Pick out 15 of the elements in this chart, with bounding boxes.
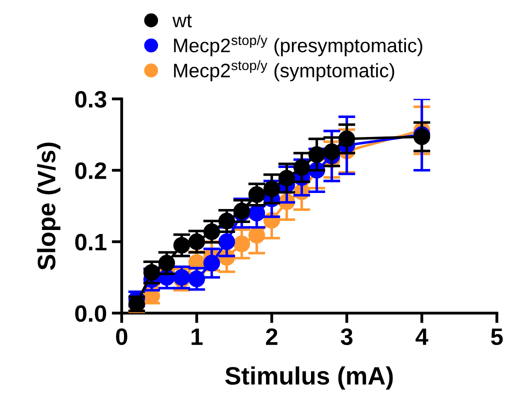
y-tick-label: 0.2	[75, 162, 106, 180]
x-tick-label: 1	[192, 328, 203, 345]
x-tick-label: 0	[116, 328, 128, 346]
x-axis-title: Stimulus (mA)	[225, 366, 393, 390]
x-tick-label: 4	[416, 328, 428, 345]
legend-label: Mecp2$^{stop/y}$ (symptomatic)	[174, 60, 394, 82]
y-tick-label: 0.3	[75, 90, 106, 108]
y-tick-label: 0.0	[75, 305, 106, 322]
x-tick-label: 3	[340, 328, 352, 346]
y-tick-label: 0.1	[75, 234, 106, 250]
legend-label: Mecp2$^{stop/y}$ (presymptomatic)	[174, 35, 422, 56]
legend-label: wt	[172, 14, 192, 28]
x-tick-label: 2	[266, 328, 278, 345]
x-tick-label: 5	[491, 328, 503, 346]
y-axis-title: Slope (V/s)	[37, 142, 60, 270]
